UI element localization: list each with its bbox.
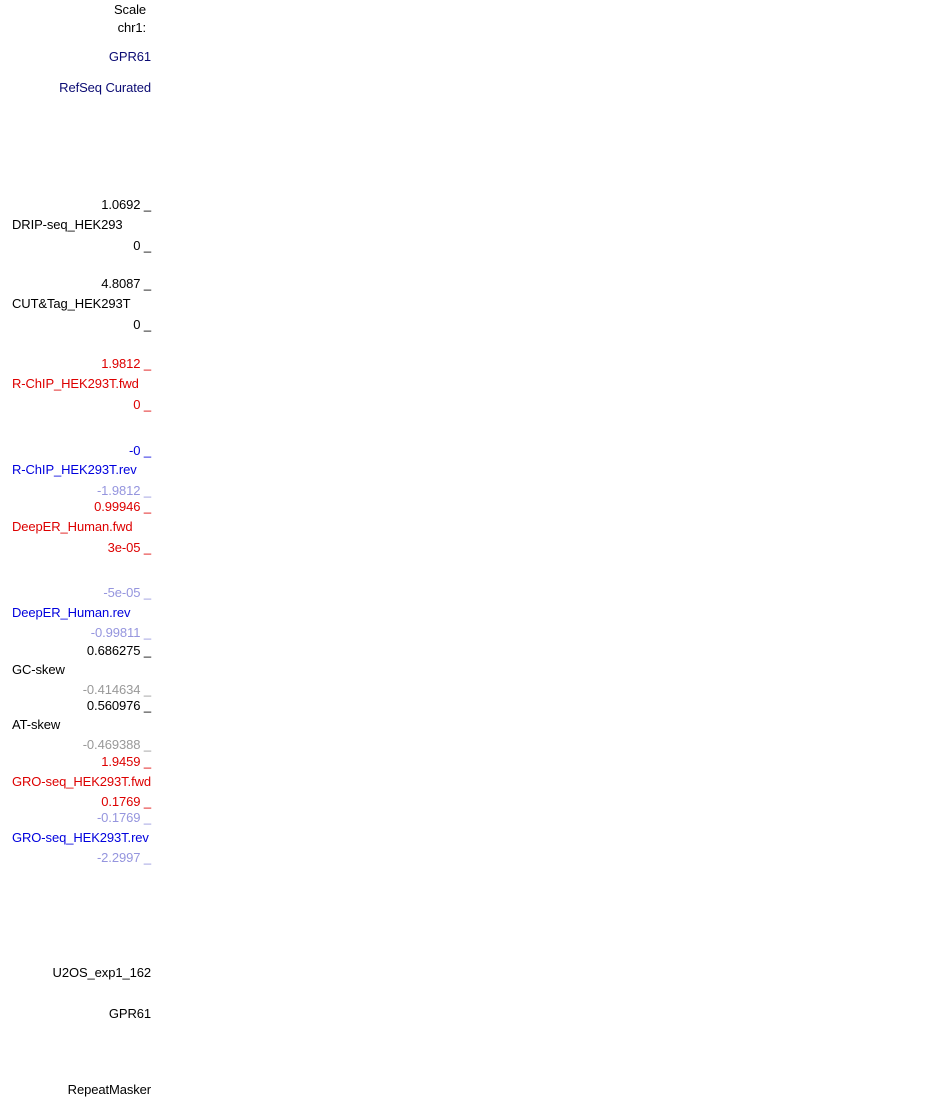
track-limit-max: 0.560976 _ — [86, 698, 151, 713]
track-limit-min: 0.1769 _ — [101, 794, 151, 809]
track-limit-max: 4.8087 _ — [101, 276, 151, 291]
dense-track-label-u2os-exp1-162[interactable]: U2OS_exp1_162 — [52, 965, 152, 980]
track-limit-max: 0.99946 _ — [94, 499, 151, 514]
track-limit-max: 1.9812 _ — [101, 356, 151, 371]
dense-track-label-repeatmasker[interactable]: RepeatMasker — [67, 1082, 151, 1097]
position-label: chr1: — [117, 20, 147, 35]
track-limit-max: -0.1769 _ — [96, 810, 151, 825]
track-limit-min: -0.99811 _ — [90, 625, 151, 640]
refseq-curated-track-label[interactable]: RefSeq Curated — [59, 80, 151, 95]
scale-label: Scale — [113, 2, 146, 17]
track-limit-min: 0 _ — [133, 317, 151, 332]
track-limit-max: -0 _ — [128, 443, 151, 458]
track-limit-max: 0.686275 _ — [86, 643, 151, 658]
dense-track-label-gpr61-dense[interactable]: GPR61 — [108, 1006, 151, 1021]
track-label[interactable]: GRO-seq_HEK293T.fwd — [12, 774, 151, 789]
track-limit-max: 1.0692 _ — [101, 197, 151, 212]
gene-item-label[interactable]: GPR61 — [108, 49, 151, 64]
track-label[interactable]: DeepER_Human.rev — [12, 605, 131, 620]
track-limit-min: 0 _ — [133, 397, 151, 412]
track-label[interactable]: CUT&Tag_HEK293T — [12, 296, 131, 311]
track-limit-min: -0.414634 _ — [82, 682, 151, 697]
track-label[interactable]: DeepER_Human.fwd — [12, 519, 133, 534]
track-label[interactable]: GC-skew — [12, 662, 65, 677]
track-limit-min: 0 _ — [133, 238, 151, 253]
track-limit-min: -2.2997 _ — [96, 850, 151, 865]
track-label[interactable]: GRO-seq_HEK293T.rev — [12, 830, 149, 845]
track-limit-max: 1.9459 _ — [101, 754, 151, 769]
track-label[interactable]: AT-skew — [12, 717, 61, 732]
track-limit-min: 3e-05 _ — [107, 540, 152, 555]
track-limit-min: -1.9812 _ — [96, 483, 151, 498]
track-label[interactable]: R-ChIP_HEK293T.fwd — [12, 376, 139, 391]
track-label[interactable]: DRIP-seq_HEK293 — [12, 217, 123, 232]
track-label[interactable]: R-ChIP_HEK293T.rev — [12, 462, 137, 477]
track-limit-min: -0.469388 _ — [82, 737, 151, 752]
track-limit-max: -5e-05 _ — [103, 585, 151, 600]
